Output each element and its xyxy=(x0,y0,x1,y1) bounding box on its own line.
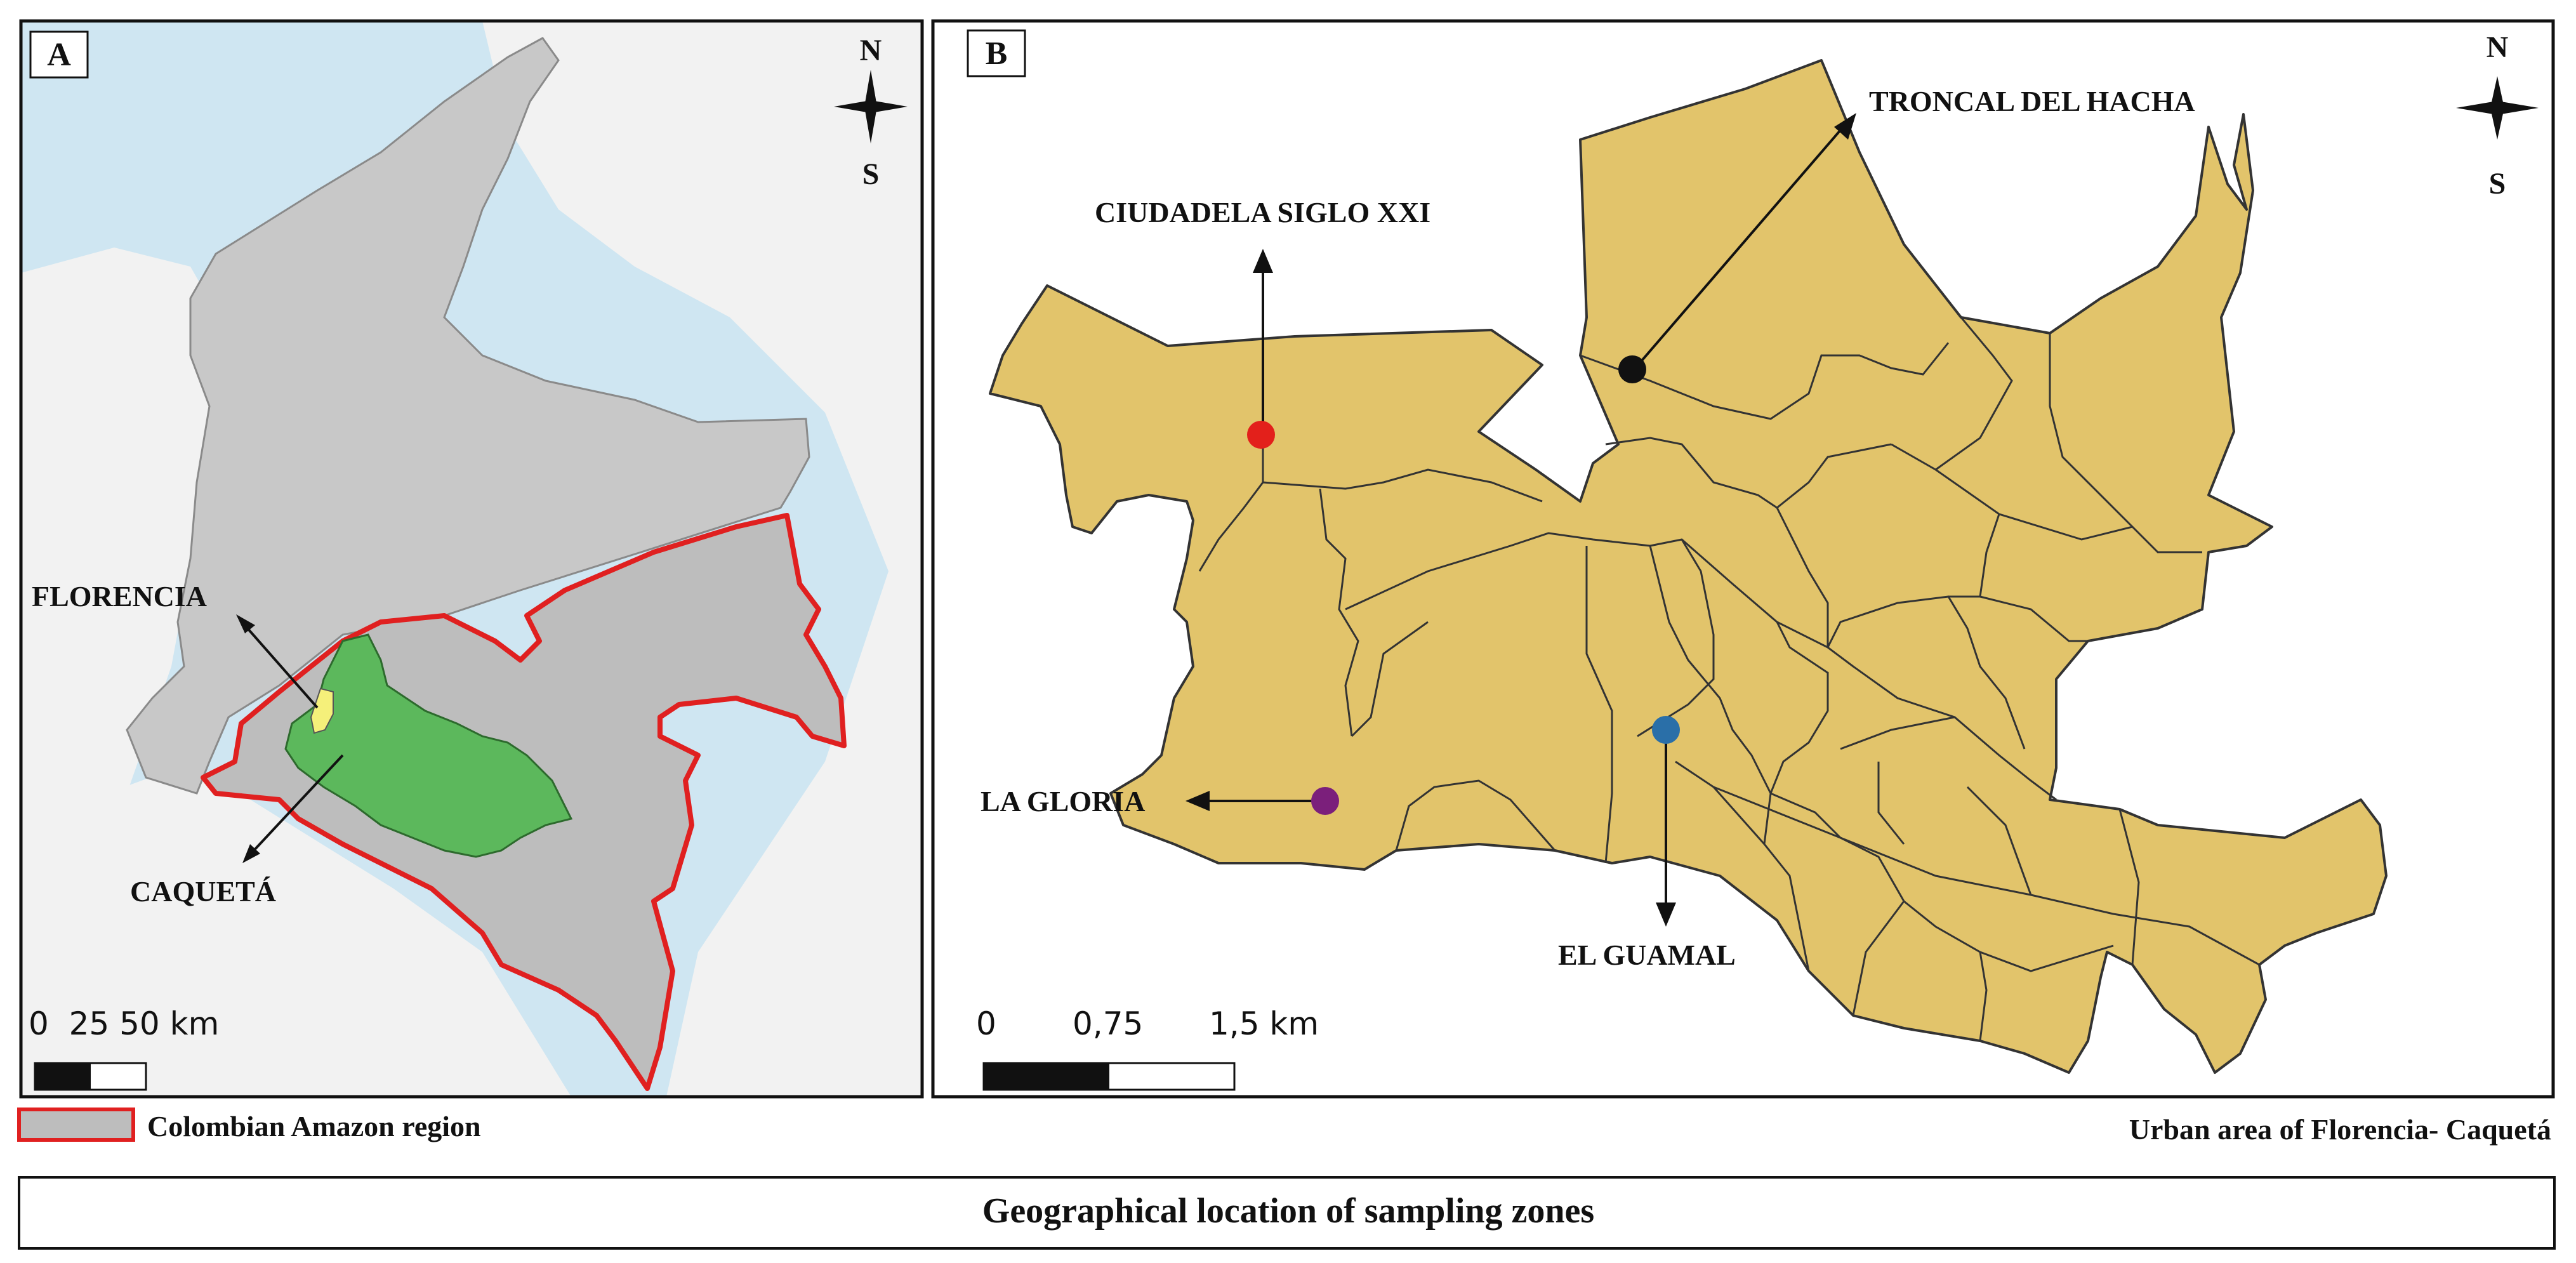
figure-title: Geographical location of sampling zones xyxy=(982,1191,1594,1231)
neighbourhood-boundaries xyxy=(1198,317,2260,1041)
panel-a-scale-text: 0 25 50 km xyxy=(29,1005,219,1042)
panel-b-label: B xyxy=(986,36,1008,72)
caqueta-arrow xyxy=(253,754,344,852)
florencia-municipality[interactable] xyxy=(310,687,334,734)
neighbour-land-south xyxy=(21,774,571,1097)
ciudadela-arrowhead xyxy=(1253,249,1273,273)
panel-b-scale-tick-0: 0 xyxy=(976,1005,996,1042)
panel-b-frame xyxy=(931,19,2555,1099)
label-troncal-del-hacha: TRONCAL DEL HACHA xyxy=(1869,85,2195,117)
panel-a-compass-north: N xyxy=(860,34,882,67)
panel-b-label-box xyxy=(967,29,1026,77)
neighbour-land-west xyxy=(21,248,241,825)
panel-a-label-box xyxy=(29,30,89,79)
florencia-arrow xyxy=(246,627,319,709)
site-la-gloria[interactable] xyxy=(1311,787,1339,815)
caqueta-label: CAQUETÁ xyxy=(130,875,276,908)
florencia-label: FLORENCIA xyxy=(32,580,207,612)
panel-b-scale-bar xyxy=(982,1062,1236,1091)
florencia-arrowhead xyxy=(236,614,255,633)
caqueta-department[interactable] xyxy=(284,633,573,858)
panel-b-scale-tick-1: 0,75 xyxy=(1073,1005,1143,1042)
site-troncal-del-hacha[interactable] xyxy=(1618,355,1646,383)
panel-b-north-arrow: N S xyxy=(2456,30,2539,201)
panel-b: B N S TRONCAL DEL HACHA CIUDADELA SIGLO … xyxy=(931,19,2555,1099)
site-ciudadela-siglo-xxi[interactable] xyxy=(1247,421,1275,449)
neighbour-land-east xyxy=(482,21,922,1097)
panel-b-compass-north: N xyxy=(2487,30,2509,64)
legend-amazon-swatch xyxy=(17,1108,135,1142)
panel-a-label: A xyxy=(47,37,71,73)
legend-amazon-label: Colombian Amazon region xyxy=(147,1110,481,1142)
troncal-arrow xyxy=(1633,129,1842,371)
troncal-arrowhead xyxy=(1834,113,1856,140)
caqueta-arrowhead xyxy=(242,844,260,863)
panel-b-compass-south: S xyxy=(2489,167,2506,201)
label-ciudadela-siglo-xxi: CIUDADELA SIGLO XXI xyxy=(1095,196,1430,228)
panel-b-scale-tick-2: 1,5 km xyxy=(1209,1005,1319,1042)
el-guamal-arrowhead xyxy=(1656,903,1676,927)
panel-a-scale-bar xyxy=(34,1062,147,1091)
legend-amazon-region: Colombian Amazon region xyxy=(17,1108,481,1142)
panel-a-frame xyxy=(19,19,924,1099)
label-el-guamal: EL GUAMAL xyxy=(1558,939,1736,971)
figure-title-box xyxy=(18,1176,2556,1250)
urban-area-florencia[interactable] xyxy=(989,59,2388,1074)
panel-a: A N S FLORENCIA CAQUETÁ 0 25 50 km xyxy=(19,19,924,1099)
panel-b-caption: Urban area of Florencia- Caquetá xyxy=(2129,1113,2551,1146)
label-la-gloria: LA GLORIA xyxy=(981,785,1145,817)
panel-a-north-arrow: N S xyxy=(834,34,908,191)
site-el-guamal[interactable] xyxy=(1652,716,1680,744)
panel-a-compass-south: S xyxy=(862,157,880,191)
la-gloria-arrowhead xyxy=(1186,791,1210,811)
colombia-territory xyxy=(126,37,810,795)
